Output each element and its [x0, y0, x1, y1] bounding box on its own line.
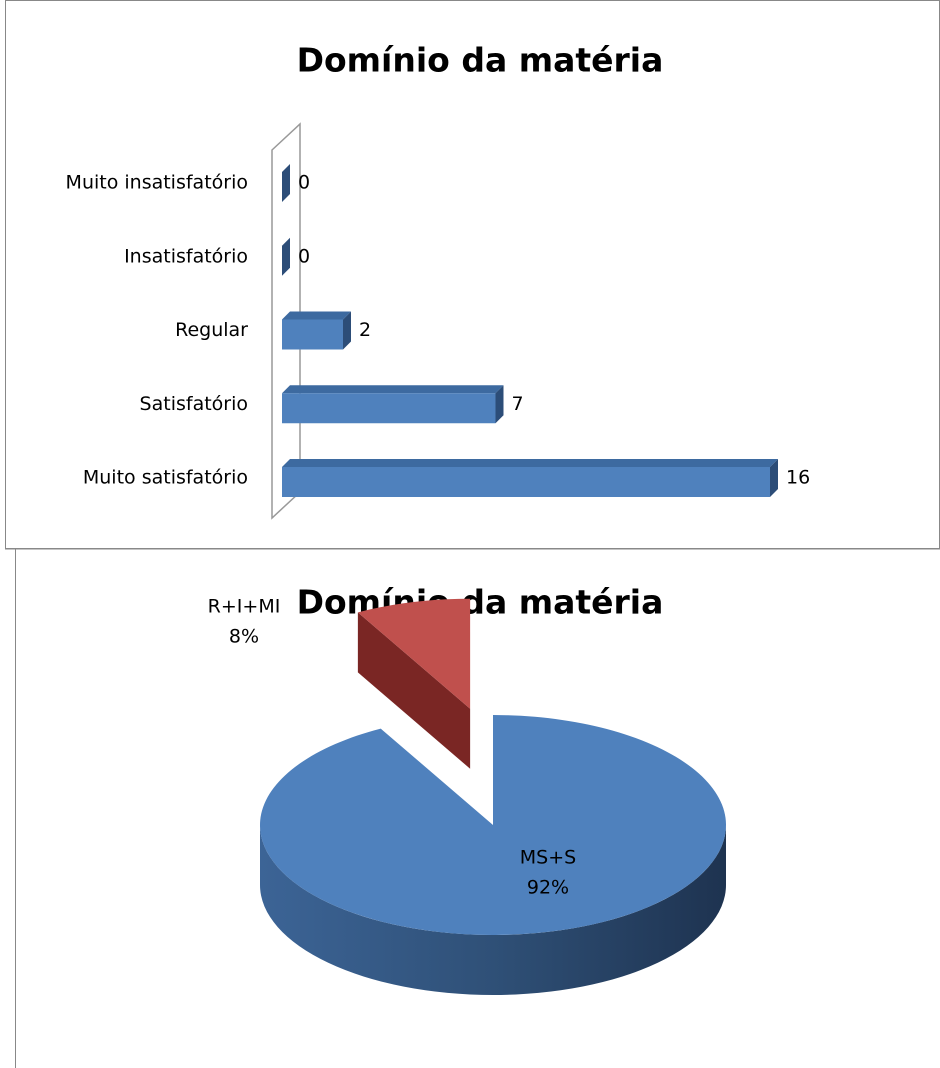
data-label: 8% — [229, 626, 259, 648]
bar — [282, 164, 290, 202]
y-tick-label: Muito insatisfatório — [66, 172, 248, 194]
pie-side — [357, 612, 471, 769]
chart-title: Domínio da matéria — [297, 583, 664, 622]
data-label: MS+S — [520, 847, 576, 869]
bar-front — [282, 393, 496, 424]
data-label: 92% — [527, 877, 569, 899]
chart-title: Domínio da matéria — [297, 41, 664, 80]
bar-side — [282, 164, 290, 202]
bar-side — [282, 237, 290, 276]
bar-top — [282, 459, 778, 467]
y-tick-label: Insatisfatório — [124, 245, 248, 267]
bar-top — [282, 385, 504, 394]
data-label: 16 — [786, 467, 810, 489]
bar-front — [282, 319, 343, 350]
y-tick-label: Muito satisfatório — [83, 467, 248, 489]
data-label: 7 — [512, 393, 524, 415]
data-label: 2 — [359, 319, 371, 341]
bar-top — [282, 311, 351, 320]
pie-side — [260, 825, 726, 995]
pie-top — [357, 598, 471, 709]
bar-front — [282, 467, 770, 497]
data-label: 0 — [298, 172, 310, 194]
bar-side — [770, 459, 778, 497]
data-label: R+I+MI — [208, 596, 281, 618]
pie-slice — [259, 715, 726, 995]
bar — [282, 459, 778, 497]
pie-slice — [357, 598, 471, 769]
pie-top — [259, 715, 726, 935]
data-label: 0 — [298, 245, 310, 267]
bar-side — [343, 311, 351, 350]
y-tick-label: Satisfatório — [140, 393, 248, 415]
bar-side — [495, 385, 504, 424]
bar — [282, 311, 351, 350]
bar — [282, 385, 504, 424]
bar — [282, 237, 290, 276]
y-tick-label: Regular — [175, 319, 248, 341]
